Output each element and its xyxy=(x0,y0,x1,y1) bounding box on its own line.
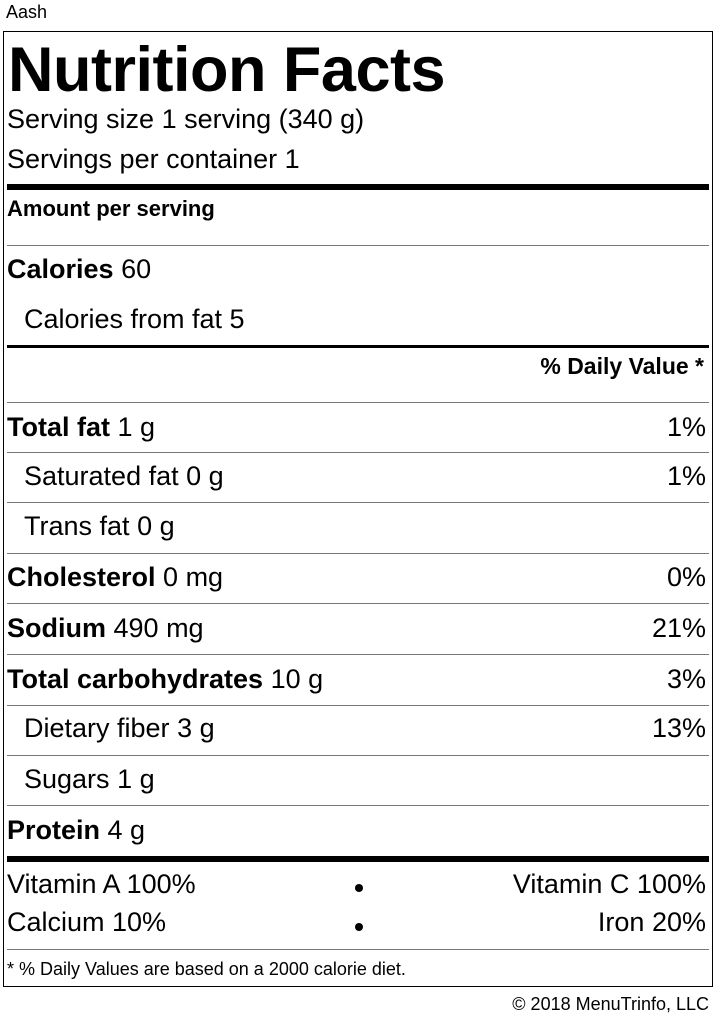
calcium: Calcium 10% xyxy=(7,907,167,937)
divider xyxy=(7,949,709,950)
divider xyxy=(7,654,709,655)
divider xyxy=(7,245,709,246)
nutrient-name: Sodium xyxy=(7,613,106,643)
thick-divider xyxy=(7,856,709,862)
servings-per-container: Servings per container 1 xyxy=(7,144,300,174)
nutrient-name: Cholesterol xyxy=(7,562,156,592)
divider xyxy=(7,603,709,604)
copyright: © 2018 MenuTrinfo, LLC xyxy=(512,994,709,1014)
nutrient-row-total-fat: Total fat 1 g xyxy=(7,411,155,443)
calories-from-fat: Calories from fat 5 xyxy=(24,304,245,334)
nutrient-dv: 3% xyxy=(666,664,706,694)
nutrient-row-protein: Protein 4 g xyxy=(7,814,145,846)
iron: Iron 20% xyxy=(597,907,706,937)
footnote: * % Daily Values are based on a 2000 cal… xyxy=(7,959,406,979)
medium-divider xyxy=(7,345,709,348)
calories-label: Calories xyxy=(7,254,114,284)
nutrient-dv: 21% xyxy=(651,613,706,643)
divider xyxy=(7,805,709,806)
vitamin-a: Vitamin A 100% xyxy=(7,869,196,899)
nutrient-dv: 13% xyxy=(651,713,706,743)
bullet-icon xyxy=(355,923,363,931)
nutrient-name: Total carbohydrates xyxy=(7,664,264,694)
nutrient-amount: 490 mg xyxy=(113,613,204,643)
nutrient-name: Dietary fiber xyxy=(24,713,170,743)
divider xyxy=(7,452,709,453)
nutrient-row-trans-fat: Trans fat 0 g xyxy=(24,510,175,542)
nutrient-row-dietary-fiber: Dietary fiber 3 g xyxy=(24,712,215,744)
nutrient-amount: 3 g xyxy=(177,713,215,743)
serving-size: Serving size 1 serving (340 g) xyxy=(7,104,365,134)
amount-per-serving: Amount per serving xyxy=(7,196,215,221)
nutrient-amount: 0 g xyxy=(186,461,224,491)
divider xyxy=(7,553,709,554)
nutrient-name: Trans fat xyxy=(24,511,130,541)
nutrient-amount: 10 g xyxy=(270,664,324,694)
thick-divider xyxy=(7,184,709,190)
divider xyxy=(7,755,709,756)
nutrient-row-cholesterol: Cholesterol 0 mg xyxy=(7,561,223,593)
nutrient-row-total-carbohydrates: Total carbohydrates 10 g xyxy=(7,663,323,695)
nutrient-amount: 0 mg xyxy=(163,562,224,592)
nutrient-name: Sugars xyxy=(24,764,110,794)
nutrient-amount: 1 g xyxy=(117,764,155,794)
nutrient-dv: 1% xyxy=(666,412,706,442)
divider xyxy=(7,402,709,403)
calories-value: 60 xyxy=(121,254,152,284)
daily-value-header: % Daily Value * xyxy=(540,353,704,379)
nutrient-amount: 4 g xyxy=(107,815,146,845)
nutrient-row-sugars: Sugars 1 g xyxy=(24,763,155,795)
nutrient-row-sodium: Sodium 490 mg xyxy=(7,612,204,644)
nutrient-dv: 0% xyxy=(666,562,706,592)
bullet-icon xyxy=(355,884,363,892)
nutrient-amount: 0 g xyxy=(137,511,175,541)
nutrient-row-saturated-fat: Saturated fat 0 g xyxy=(24,460,224,492)
calories-row: Calories 60 xyxy=(7,253,151,285)
vitamin-c: Vitamin C 100% xyxy=(512,869,706,899)
nutrient-dv: 1% xyxy=(666,461,706,491)
nutrient-amount: 1 g xyxy=(117,412,156,442)
nutrition-facts-label: Nutrition Facts Serving size 1 serving (… xyxy=(3,31,713,987)
nutrient-name: Protein xyxy=(7,815,101,845)
nutrient-name: Total fat xyxy=(7,412,110,442)
divider xyxy=(7,502,709,503)
label-title: Nutrition Facts xyxy=(8,35,446,105)
food-name: Aash xyxy=(6,2,48,22)
divider xyxy=(7,705,709,706)
nutrient-name: Saturated fat xyxy=(24,461,179,491)
